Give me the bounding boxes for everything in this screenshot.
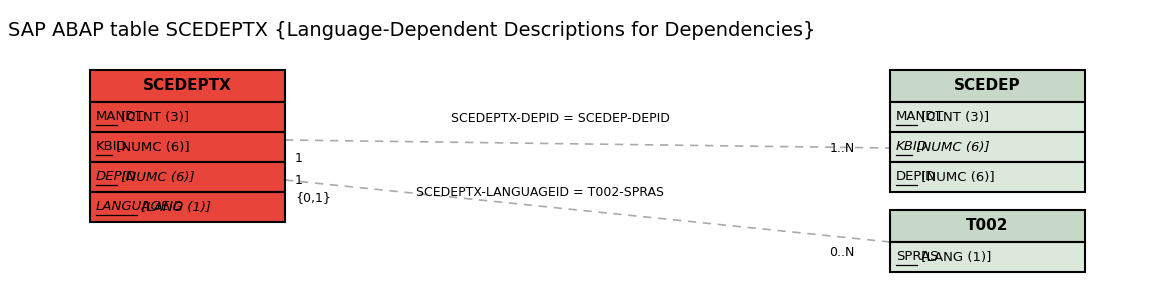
Text: SCEDEPTX-LANGUAGEID = T002-SPRAS: SCEDEPTX-LANGUAGEID = T002-SPRAS bbox=[416, 185, 663, 199]
Text: MANDT: MANDT bbox=[896, 110, 945, 123]
Bar bbox=[90, 102, 285, 132]
Text: KBID: KBID bbox=[96, 140, 127, 154]
Bar bbox=[890, 210, 1085, 242]
Bar bbox=[90, 70, 285, 102]
Bar bbox=[890, 102, 1085, 132]
Text: 0..N: 0..N bbox=[829, 246, 855, 258]
Bar bbox=[90, 132, 285, 162]
Text: [NUMC (6)]: [NUMC (6)] bbox=[917, 171, 994, 184]
Bar bbox=[890, 70, 1085, 102]
Bar bbox=[90, 162, 285, 192]
Text: LANGUAGEID: LANGUAGEID bbox=[96, 201, 185, 213]
Text: T002: T002 bbox=[966, 219, 1009, 233]
Text: [NUMC (6)]: [NUMC (6)] bbox=[912, 140, 990, 154]
Bar bbox=[890, 162, 1085, 192]
Text: 1..N: 1..N bbox=[829, 141, 855, 154]
Text: 1: 1 bbox=[296, 174, 303, 186]
Text: [CLNT (3)]: [CLNT (3)] bbox=[117, 110, 189, 123]
Text: DEPID: DEPID bbox=[96, 171, 137, 184]
Text: KBID: KBID bbox=[896, 140, 929, 154]
Bar bbox=[890, 242, 1085, 272]
Text: 1: 1 bbox=[296, 151, 303, 164]
Bar bbox=[90, 192, 285, 222]
Text: SPRAS: SPRAS bbox=[896, 250, 939, 264]
Text: [NUMC (6)]: [NUMC (6)] bbox=[117, 171, 194, 184]
Text: [LANG (1)]: [LANG (1)] bbox=[917, 250, 990, 264]
Text: SAP ABAP table SCEDEPTX {Language-Dependent Descriptions for Dependencies}: SAP ABAP table SCEDEPTX {Language-Depend… bbox=[8, 20, 815, 40]
Text: MANDT: MANDT bbox=[96, 110, 145, 123]
Text: DEPID: DEPID bbox=[896, 171, 937, 184]
Text: [NUMC (6)]: [NUMC (6)] bbox=[112, 140, 190, 154]
Text: [LANG (1)]: [LANG (1)] bbox=[137, 201, 211, 213]
Text: SCEDEPTX-DEPID = SCEDEP-DEPID: SCEDEPTX-DEPID = SCEDEP-DEPID bbox=[451, 112, 669, 125]
Text: SCEDEPTX: SCEDEPTX bbox=[142, 78, 232, 94]
Text: [CLNT (3)]: [CLNT (3)] bbox=[917, 110, 988, 123]
Text: SCEDEP: SCEDEP bbox=[954, 78, 1021, 94]
Text: {0,1}: {0,1} bbox=[296, 192, 331, 205]
Bar bbox=[890, 132, 1085, 162]
